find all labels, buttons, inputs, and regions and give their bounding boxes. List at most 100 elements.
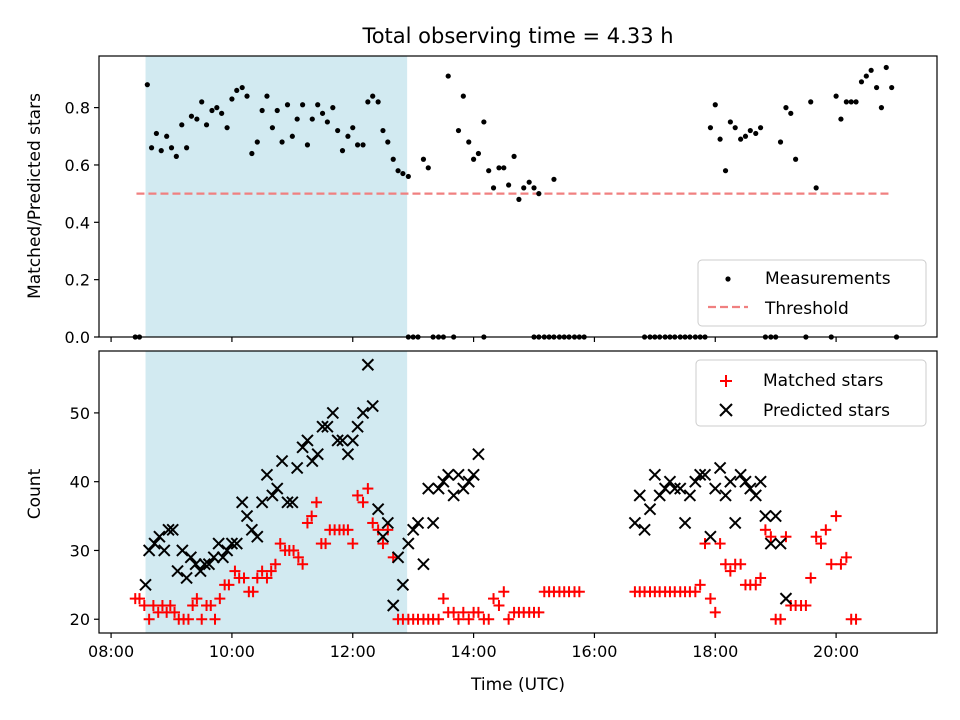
measurement-point bbox=[536, 191, 542, 197]
matched-star-point bbox=[533, 606, 545, 618]
legend-predicted-marker bbox=[719, 403, 733, 417]
matched-star-point bbox=[133, 593, 145, 605]
matched-star-point bbox=[709, 606, 721, 618]
top-plot-area: 0.0 0.2 0.4 0.6 0.8 bbox=[65, 55, 938, 347]
matched-star-point bbox=[714, 538, 726, 550]
predicted-star-point bbox=[678, 516, 692, 530]
matched-star-point bbox=[483, 613, 495, 625]
predicted-star-point bbox=[301, 434, 314, 447]
y-tick-label: 0.2 bbox=[65, 271, 90, 290]
matched-star-point bbox=[724, 565, 736, 577]
matched-star-point bbox=[265, 565, 277, 577]
measurement-point bbox=[470, 156, 477, 162]
top-legend: Measurements Threshold bbox=[697, 259, 927, 327]
predicted-star-point bbox=[331, 434, 344, 447]
measurement-point bbox=[808, 99, 814, 105]
measurement-point bbox=[158, 148, 164, 154]
measurement-point bbox=[259, 107, 265, 114]
y-tick-label: 0.0 bbox=[65, 328, 90, 347]
matched-star-point bbox=[196, 613, 208, 625]
matched-star-point bbox=[488, 593, 500, 605]
matched-star-point bbox=[229, 565, 241, 577]
matched-star-point bbox=[493, 599, 505, 611]
y-tick-label: 20 bbox=[70, 610, 90, 629]
bottom-plot-area: 20 30 40 50 08:00 10:00 12:00 14:00 16:00 18:00 20… bbox=[70, 350, 938, 661]
measurement-point bbox=[153, 130, 159, 137]
predicted-star-point bbox=[202, 558, 216, 571]
predicted-star-point bbox=[361, 358, 375, 371]
predicted-star-point bbox=[648, 468, 662, 482]
predicted-star-point bbox=[266, 489, 279, 502]
measurement-point bbox=[188, 113, 195, 119]
legend-matched-label: Matched stars bbox=[763, 371, 883, 391]
measurement-point bbox=[455, 127, 462, 134]
predicted-star-point bbox=[472, 447, 485, 461]
measurement-point bbox=[843, 99, 849, 105]
matched-star-point bbox=[780, 531, 792, 543]
predicted-star-point bbox=[406, 523, 420, 537]
matched-star-point bbox=[209, 613, 221, 625]
predicted-star-point bbox=[356, 406, 370, 420]
predicted-star-point bbox=[251, 530, 264, 543]
measurement-point bbox=[264, 93, 270, 99]
measurement-point bbox=[753, 130, 759, 137]
measurement-point bbox=[224, 125, 230, 131]
predicted-star-point bbox=[643, 502, 657, 516]
predicted-star-point bbox=[180, 571, 193, 585]
measurement-point bbox=[184, 145, 190, 151]
y-tick-label: 50 bbox=[70, 404, 90, 423]
measurement-point bbox=[144, 82, 150, 88]
measurement-point bbox=[873, 84, 880, 91]
predicted-star-point bbox=[689, 475, 702, 488]
measurement-point bbox=[395, 168, 401, 174]
measurement-point bbox=[712, 102, 718, 108]
predicted-star-point bbox=[381, 516, 395, 530]
predicted-star-point bbox=[216, 551, 230, 564]
predicted-star-point bbox=[376, 530, 390, 543]
matched-star-point bbox=[433, 613, 445, 625]
predicted-star-point bbox=[728, 516, 742, 530]
measurement-point bbox=[300, 102, 306, 108]
matched-star-point bbox=[759, 524, 771, 536]
matched-star-point bbox=[765, 531, 777, 543]
measurement-point bbox=[868, 67, 874, 73]
matched-star-point bbox=[191, 593, 203, 605]
predicted-star-point bbox=[212, 537, 225, 550]
matched-star-point bbox=[288, 544, 300, 556]
measurement-point bbox=[309, 116, 315, 122]
measurement-point bbox=[365, 99, 371, 105]
predicted-star-point bbox=[240, 509, 254, 523]
predicted-star-point bbox=[194, 564, 207, 578]
measurement-point bbox=[345, 133, 351, 139]
matched-star-point bbox=[247, 586, 259, 598]
predicted-star-point bbox=[245, 523, 259, 537]
predicted-star-point bbox=[719, 489, 732, 502]
matched-star-point bbox=[320, 538, 332, 550]
predicted-star-point bbox=[426, 516, 440, 530]
predicted-star-point bbox=[774, 537, 787, 550]
matched-star-point bbox=[437, 593, 449, 605]
matched-star-point bbox=[840, 551, 852, 563]
matched-star-point bbox=[238, 572, 250, 584]
predicted-star-point bbox=[366, 399, 379, 413]
predicted-star-point bbox=[411, 516, 425, 530]
measurement-point bbox=[173, 153, 179, 159]
measurement-point bbox=[889, 84, 895, 91]
matched-star-point bbox=[352, 489, 364, 501]
measurement-point bbox=[707, 125, 714, 131]
measurement-point bbox=[838, 116, 844, 122]
predicted-star-point bbox=[704, 530, 717, 543]
x-tick-label: 14:00 bbox=[451, 642, 497, 661]
predicted-star-point bbox=[698, 468, 712, 482]
predicted-star-point bbox=[271, 482, 284, 495]
matched-star-point bbox=[704, 593, 716, 605]
predicted-star-point bbox=[396, 578, 410, 592]
matched-star-point bbox=[347, 538, 359, 550]
predicted-star-point bbox=[668, 482, 681, 495]
predicted-star-point bbox=[346, 434, 359, 447]
predicted-star-point bbox=[402, 537, 415, 550]
measurement-point bbox=[164, 133, 170, 139]
measurement-point bbox=[853, 99, 859, 105]
predicted-star-point bbox=[442, 468, 455, 482]
measurement-point bbox=[319, 110, 326, 116]
